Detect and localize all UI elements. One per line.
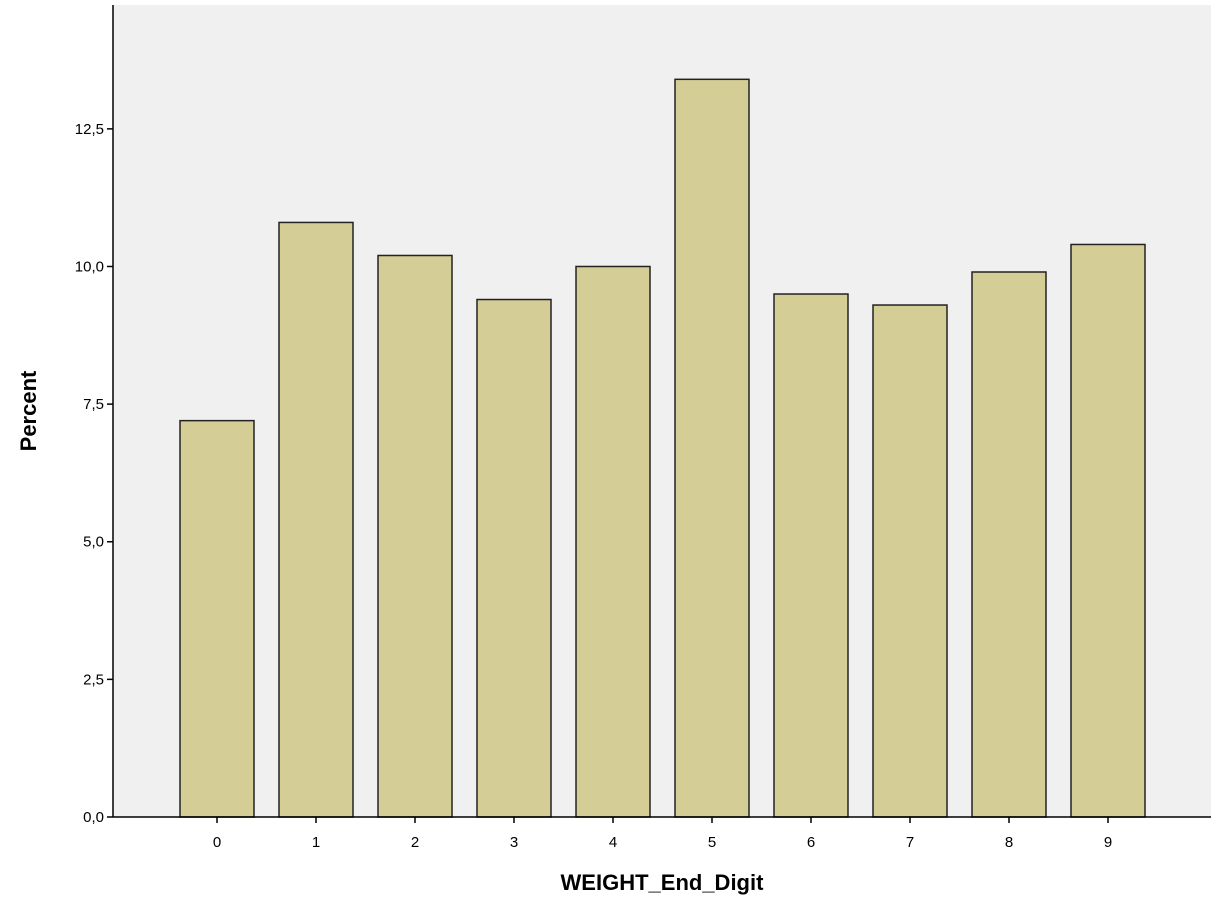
- y-axis-ticks: 0,0 2,5 5,0 7,5 10,0 12,5: [75, 121, 113, 826]
- x-tick-label: 9: [1104, 834, 1112, 851]
- bar: [575, 265, 651, 818]
- bar: [278, 221, 354, 818]
- bar: [674, 78, 750, 818]
- bar: [377, 254, 453, 818]
- x-tick-label: 0: [213, 834, 221, 851]
- y-axis-title: Percent: [16, 370, 41, 451]
- y-tick-label: 10,0: [75, 258, 104, 275]
- y-tick-label: 12,5: [75, 121, 104, 138]
- x-tick-label: 5: [708, 834, 716, 851]
- bar: [872, 304, 948, 818]
- x-tick-label: 8: [1005, 834, 1013, 851]
- x-tick-label: 7: [906, 834, 914, 851]
- x-axis-ticks: 0 1 2 3 4 5 6 7 8 9: [213, 817, 1112, 851]
- y-tick-label: 2,5: [83, 671, 104, 688]
- bar: [1070, 243, 1146, 818]
- y-tick-label: 0,0: [83, 809, 104, 826]
- bar: [476, 298, 552, 818]
- x-tick-label: 4: [609, 834, 617, 851]
- bars-group: [179, 78, 1146, 818]
- y-tick-label: 7,5: [83, 396, 104, 413]
- x-axis-title: WEIGHT_End_Digit: [561, 870, 765, 895]
- bar: [179, 419, 255, 818]
- x-tick-label: 1: [312, 834, 320, 851]
- y-tick-label: 5,0: [83, 534, 104, 551]
- x-tick-label: 3: [510, 834, 518, 851]
- bar: [971, 271, 1047, 818]
- x-tick-label: 2: [411, 834, 419, 851]
- x-tick-label: 6: [807, 834, 815, 851]
- bar: [773, 293, 849, 818]
